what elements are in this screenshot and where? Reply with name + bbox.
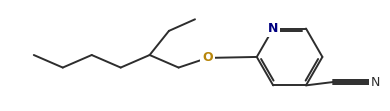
Text: N: N [370, 76, 380, 89]
Text: N: N [268, 22, 278, 35]
Text: O: O [202, 51, 213, 64]
